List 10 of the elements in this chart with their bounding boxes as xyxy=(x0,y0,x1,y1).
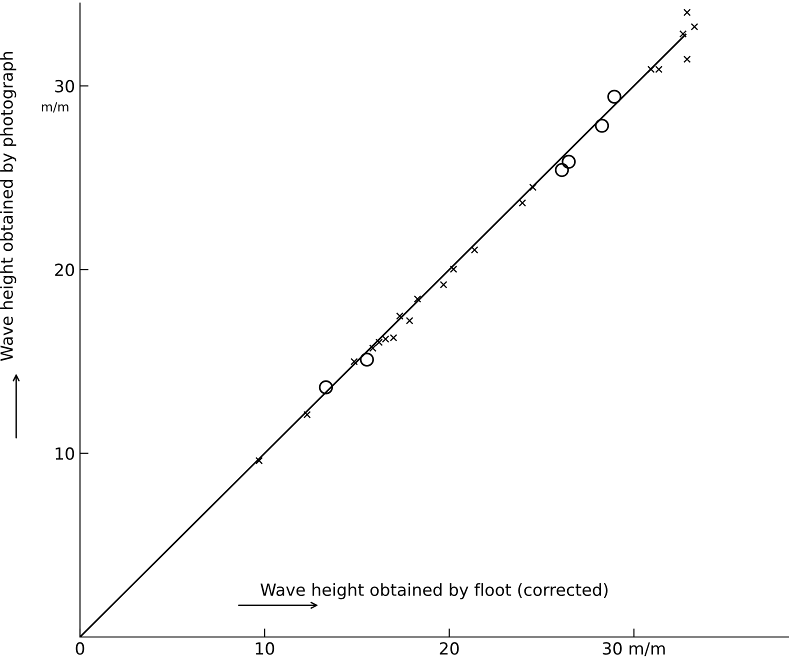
y-axis-title: Wave height obtained by photograph xyxy=(0,52,16,361)
y-tick-label: 20 xyxy=(55,264,74,276)
y-tick-label: 10 xyxy=(56,447,74,460)
x-tick-label: 0 xyxy=(76,642,84,655)
x-tick-label: 20 xyxy=(440,642,459,655)
x-tick-label: 30 m/m xyxy=(602,642,665,656)
text: m/m xyxy=(42,102,68,113)
x-tick-label: 10 xyxy=(256,642,274,655)
y-tick-label: 30 xyxy=(55,80,74,92)
x-axis-title: Wave height obtained by floot (corrected) xyxy=(260,583,608,600)
